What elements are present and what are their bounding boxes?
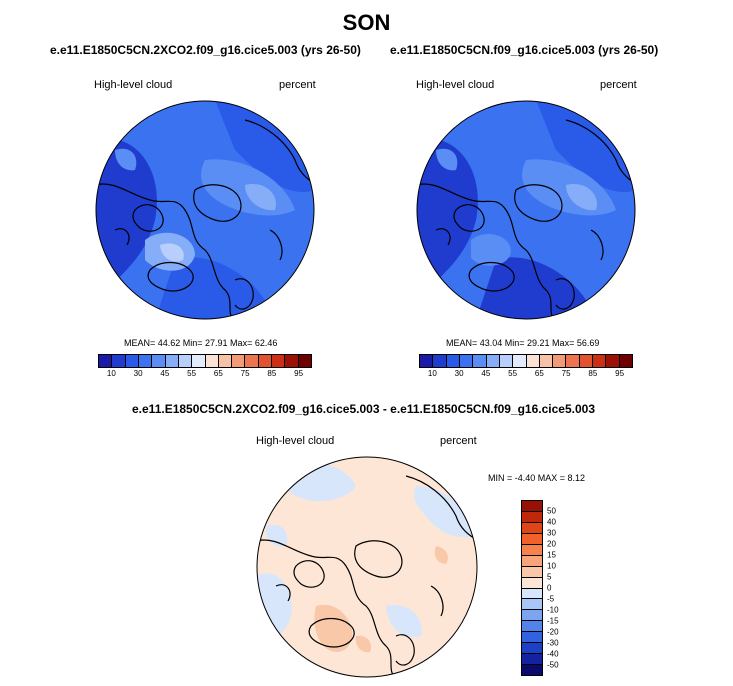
colorbar-tick-label: 85 (267, 369, 277, 378)
colorbar-swatch (205, 355, 219, 367)
colorbar-swatch (499, 355, 514, 367)
colorbar-tick-label: 95 (615, 369, 625, 378)
colorbar-tick-label: 65 (534, 369, 544, 378)
colorbar-tick-label: 55 (508, 369, 518, 378)
colorbar-tick-label: -15 (547, 616, 559, 626)
diff-title: e.e11.E1850C5CN.2XCO2.f09_g16.cice5.003 … (132, 402, 595, 416)
colorbar-tick-label: -40 (547, 649, 559, 659)
colorbar-swatch (522, 588, 542, 600)
colorbar-tick-label: 45 (160, 369, 170, 378)
panel2-units-label: percent (600, 79, 637, 91)
colorbar-swatch (522, 643, 542, 655)
panel2-polar-map (416, 100, 636, 320)
colorbar-swatch (272, 355, 286, 367)
diff-field-label: High-level cloud (256, 435, 335, 447)
colorbar-swatch (433, 355, 447, 367)
colorbar-swatch (566, 355, 580, 367)
panel1-field-label: High-level cloud (94, 79, 173, 91)
panel2-case-title: e.e11.E1850C5CN.f09_g16.cice5.003 (yrs 2… (390, 43, 659, 57)
colorbar-swatch (522, 555, 542, 567)
colorbar-swatch (192, 355, 206, 367)
colorbar-swatch (486, 355, 500, 367)
colorbar-swatch (526, 355, 540, 367)
colorbar-swatch (232, 355, 246, 367)
diff-units-label: percent (440, 435, 477, 447)
colorbar-swatch (473, 355, 487, 367)
panel2-stats: MEAN= 43.04 Min= 29.21 Max= 56.69 (446, 338, 600, 348)
colorbar-tick-label: 5 (547, 572, 552, 582)
diff-polar-map (256, 456, 478, 678)
colorbar-swatch (619, 355, 632, 367)
colorbar-swatch (553, 355, 567, 367)
colorbar-tick-label: 15 (547, 550, 556, 560)
colorbar-swatch (522, 632, 542, 644)
diff-minmax: MIN = -4.40 MAX = 8.12 (488, 473, 586, 483)
colorbar-tick-label: 30 (133, 369, 143, 378)
colorbar-swatch (138, 355, 153, 367)
colorbar-swatch (522, 654, 542, 666)
colorbar-tick-label: 45 (481, 369, 491, 378)
colorbar-swatch (522, 599, 542, 611)
colorbar-swatch (522, 621, 542, 633)
colorbar-swatch (539, 355, 554, 367)
colorbar-tick-label: -20 (547, 627, 559, 637)
colorbar-swatch (245, 355, 259, 367)
colorbar-swatch (218, 355, 233, 367)
colorbar-swatch (522, 577, 542, 589)
colorbar-swatch (258, 355, 273, 367)
colorbar-tick-label: 10 (547, 561, 556, 571)
colorbar-swatch (579, 355, 594, 367)
colorbar-tick-label: 85 (588, 369, 598, 378)
colorbar-swatch (522, 511, 542, 523)
colorbar-swatch (606, 355, 620, 367)
colorbar-tick-label: -5 (547, 594, 555, 604)
colorbar-swatch (522, 665, 542, 675)
colorbar-tick-label: 40 (547, 517, 556, 527)
panel1-polar-map (95, 100, 315, 320)
colorbar-swatch (522, 522, 542, 534)
colorbar-swatch (178, 355, 193, 367)
season-title: SON (342, 10, 391, 35)
colorbar-tick-label: 10 (427, 369, 437, 378)
colorbar-tick-label: 30 (454, 369, 464, 378)
colorbar-tick-label: 10 (106, 369, 116, 378)
panel1-case-title: e.e11.E1850C5CN.2XCO2.f09_g16.cice5.003 … (50, 43, 361, 57)
colorbar-swatch (152, 355, 166, 367)
colorbar-swatch (513, 355, 527, 367)
panel1-colorbar: 10 30 45 55 65 75 85 95 (98, 354, 312, 380)
diff-colorbar (521, 500, 543, 676)
colorbar-swatch (593, 355, 607, 367)
colorbar-swatch (285, 355, 299, 367)
colorbar-tick-label: 55 (187, 369, 197, 378)
panel2-colorbar: 10 30 45 55 65 75 85 95 (419, 354, 633, 380)
colorbar-tick-label: 75 (240, 369, 250, 378)
colorbar-tick-label: 0 (547, 583, 552, 593)
colorbar-tick-label: 50 (547, 506, 556, 516)
colorbar-tick-label: 95 (294, 369, 304, 378)
colorbar-swatch (99, 355, 113, 367)
colorbar-swatch (522, 566, 542, 578)
colorbar-tick-label: 30 (547, 528, 556, 538)
colorbar-swatch (112, 355, 126, 367)
colorbar-tick-label: -30 (547, 638, 559, 648)
panel1-stats: MEAN= 44.62 Min= 27.91 Max= 62.46 (124, 338, 278, 348)
colorbar-tick-label: 75 (561, 369, 571, 378)
colorbar-swatch (522, 501, 542, 512)
panel1-units-label: percent (279, 79, 316, 91)
colorbar-swatch (446, 355, 460, 367)
panel2-field-label: High-level cloud (416, 79, 495, 91)
colorbar-swatch (459, 355, 474, 367)
colorbar-swatch (125, 355, 139, 367)
colorbar-tick-label: 65 (213, 369, 223, 378)
colorbar-swatch (522, 533, 542, 545)
colorbar-tick-label: -10 (547, 605, 559, 615)
colorbar-swatch (298, 355, 311, 367)
colorbar-tick-label: -50 (547, 660, 559, 670)
colorbar-tick-label: 20 (547, 539, 556, 549)
colorbar-swatch (165, 355, 179, 367)
colorbar-swatch (522, 544, 542, 556)
colorbar-swatch (420, 355, 434, 367)
diff-colorbar-ticks: 50 40 30 20 15 10 5 0 -5 -10 -15 -20 -30 -40 -50 (547, 500, 577, 676)
colorbar-swatch (522, 610, 542, 622)
